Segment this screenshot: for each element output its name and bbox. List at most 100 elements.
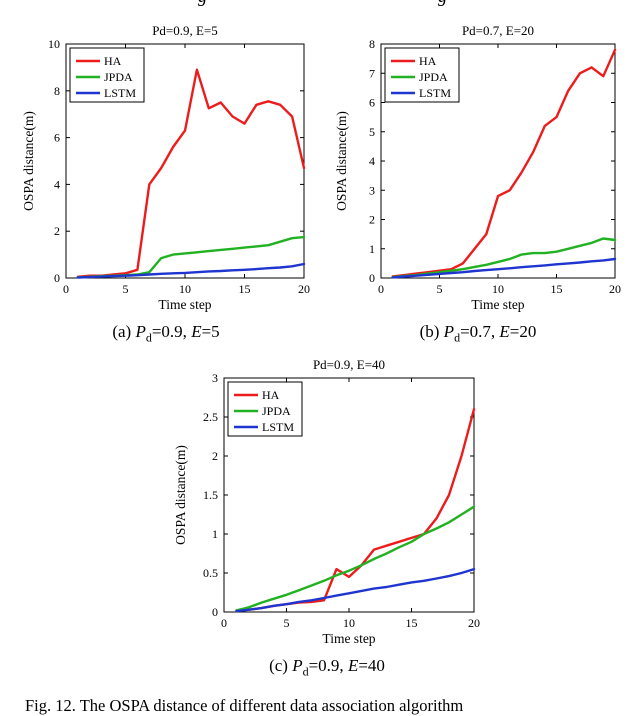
legend-label-jpda: JPDA bbox=[104, 70, 133, 84]
caption-subscript: d bbox=[454, 330, 461, 345]
x-axis: 0 5 10 15 20 bbox=[221, 378, 480, 630]
clipped-text: g bbox=[438, 0, 458, 7]
x-tick-label: 0 bbox=[63, 282, 69, 296]
series-line-jpda bbox=[235, 505, 476, 612]
y-tick-label: 3 bbox=[212, 371, 218, 385]
legend: HA JPDA LSTM bbox=[384, 47, 460, 103]
y-tick-label: 4 bbox=[54, 177, 60, 191]
y-tick-label: 0 bbox=[369, 271, 375, 285]
series-line-ha bbox=[76, 68, 306, 278]
caption-tail: =40 bbox=[358, 656, 385, 675]
y-tick-label: 0 bbox=[54, 271, 60, 285]
ospa-chart-a: Pd=0.9, E=5 0 5 10 15 20 0 2 4 6 8 10 Time step OSPA … bbox=[20, 18, 312, 318]
series-line-jpda bbox=[76, 235, 306, 279]
x-tick-label: 20 bbox=[298, 282, 310, 296]
caption-var-e: E bbox=[191, 322, 202, 341]
x-tick-label: 0 bbox=[378, 282, 384, 296]
y-tick-label: 2.5 bbox=[203, 410, 218, 424]
clipped-text-fragment-right: g bbox=[438, 0, 458, 7]
x-axis-label: Time step bbox=[158, 297, 211, 312]
clipped-text-fragment-left: g bbox=[198, 0, 218, 7]
y-axis-label: OSPA distance(m) bbox=[21, 111, 36, 211]
series-line-ha bbox=[391, 48, 617, 278]
caption-var-p: P bbox=[135, 322, 146, 341]
caption-subscript: d bbox=[145, 330, 152, 345]
caption-var-p: P bbox=[292, 656, 303, 675]
y-axis: 0 0.5 1 1.5 2 2.5 3 bbox=[203, 371, 474, 619]
x-tick-label: 15 bbox=[406, 616, 418, 630]
legend-label-lstm: LSTM bbox=[262, 420, 294, 434]
x-tick-label: 15 bbox=[551, 282, 563, 296]
chart-title: Pd=0.7, E=20 bbox=[462, 23, 534, 38]
y-tick-label: 3 bbox=[369, 183, 375, 197]
legend-label-ha: HA bbox=[104, 54, 122, 68]
x-axis-label: Time step bbox=[471, 297, 524, 312]
x-tick-label: 10 bbox=[343, 616, 355, 630]
x-tick-label: 5 bbox=[284, 616, 290, 630]
series-line-lstm bbox=[391, 257, 617, 279]
x-tick-label: 20 bbox=[609, 282, 621, 296]
caption-index: (b) bbox=[419, 322, 444, 341]
legend-label-ha: HA bbox=[419, 54, 437, 68]
caption-var-e: E bbox=[347, 656, 359, 675]
x-tick-label: 15 bbox=[239, 282, 251, 296]
x-tick-label: 0 bbox=[221, 616, 227, 630]
ospa-chart-b: Pd=0.7, E=20 0 5 10 15 20 0 1 2 3 4 5 6 7 8 Time step OS… bbox=[333, 18, 623, 318]
caption-index: (a) bbox=[112, 322, 136, 341]
x-tick-label: 5 bbox=[123, 282, 129, 296]
y-tick-label: 4 bbox=[369, 154, 375, 168]
x-axis: 0 5 10 15 20 bbox=[378, 44, 621, 296]
caption-subscript: d bbox=[302, 664, 309, 679]
chart-svg: Pd=0.7, E=20 0 5 10 15 20 0 1 2 3 4 5 6 7 8 Time step OS… bbox=[334, 23, 621, 312]
y-tick-label: 0 bbox=[212, 605, 218, 619]
y-axis: 0 1 2 3 4 5 6 7 8 bbox=[369, 37, 615, 285]
y-tick-label: 8 bbox=[369, 37, 375, 51]
series-line-ha bbox=[235, 408, 476, 612]
chart-title: Pd=0.9, E=5 bbox=[152, 23, 218, 38]
series-line-lstm bbox=[76, 262, 306, 279]
y-axis: 0 2 4 6 8 10 bbox=[48, 37, 304, 285]
legend-label-lstm: LSTM bbox=[104, 86, 136, 100]
y-tick-label: 0.5 bbox=[203, 566, 218, 580]
y-tick-label: 1 bbox=[212, 527, 218, 541]
legend-label-jpda: JPDA bbox=[262, 404, 291, 418]
legend: HA JPDA LSTM bbox=[227, 381, 303, 437]
legend-label-ha: HA bbox=[262, 388, 280, 402]
x-tick-label: 20 bbox=[468, 616, 480, 630]
caption-c: (c) Pd=0.9, E=40 bbox=[172, 656, 482, 679]
x-tick-label: 10 bbox=[179, 282, 191, 296]
chart-title: Pd=0.9, E=40 bbox=[313, 357, 385, 372]
y-tick-label: 1.5 bbox=[203, 488, 218, 502]
figure-caption: Fig. 12. The OSPA distance of different … bbox=[25, 696, 464, 715]
clipped-text: g bbox=[198, 0, 218, 7]
caption-index: (c) bbox=[269, 656, 293, 675]
series-line-lstm bbox=[235, 567, 476, 613]
y-tick-label: 10 bbox=[48, 37, 60, 51]
y-tick-label: 8 bbox=[54, 84, 60, 98]
y-tick-label: 2 bbox=[212, 449, 218, 463]
caption-mid: =0.7, bbox=[460, 322, 500, 341]
x-axis-label: Time step bbox=[322, 631, 375, 646]
caption-tail: =20 bbox=[509, 322, 537, 341]
caption-mid: =0.9, bbox=[151, 322, 192, 341]
series-line-jpda bbox=[391, 237, 617, 279]
y-tick-label: 7 bbox=[369, 66, 375, 80]
y-axis-label: OSPA distance(m) bbox=[334, 111, 349, 211]
x-tick-label: 5 bbox=[437, 282, 443, 296]
y-tick-label: 5 bbox=[369, 125, 375, 139]
y-tick-label: 2 bbox=[369, 213, 375, 227]
ospa-chart-c: Pd=0.9, E=40 0 5 10 15 20 0 0.5 1 1.5 2 2.5 3 Time st… bbox=[172, 352, 482, 652]
legend-label-jpda: JPDA bbox=[419, 70, 448, 84]
x-tick-label: 10 bbox=[492, 282, 504, 296]
y-tick-label: 2 bbox=[54, 224, 60, 238]
caption-tail: =5 bbox=[201, 322, 220, 341]
caption-var-e: E bbox=[499, 322, 510, 341]
y-tick-label: 1 bbox=[369, 242, 375, 256]
caption-mid: =0.9, bbox=[308, 656, 348, 675]
x-axis: 0 5 10 15 20 bbox=[63, 44, 310, 296]
caption-b: (b) Pd=0.7, E=20 bbox=[333, 322, 623, 345]
chart-svg: Pd=0.9, E=40 0 5 10 15 20 0 0.5 1 1.5 2 2.5 3 Time st… bbox=[173, 357, 480, 646]
legend: HA JPDA LSTM bbox=[69, 47, 145, 103]
caption-a: (a) Pd=0.9, E=5 bbox=[20, 322, 312, 345]
